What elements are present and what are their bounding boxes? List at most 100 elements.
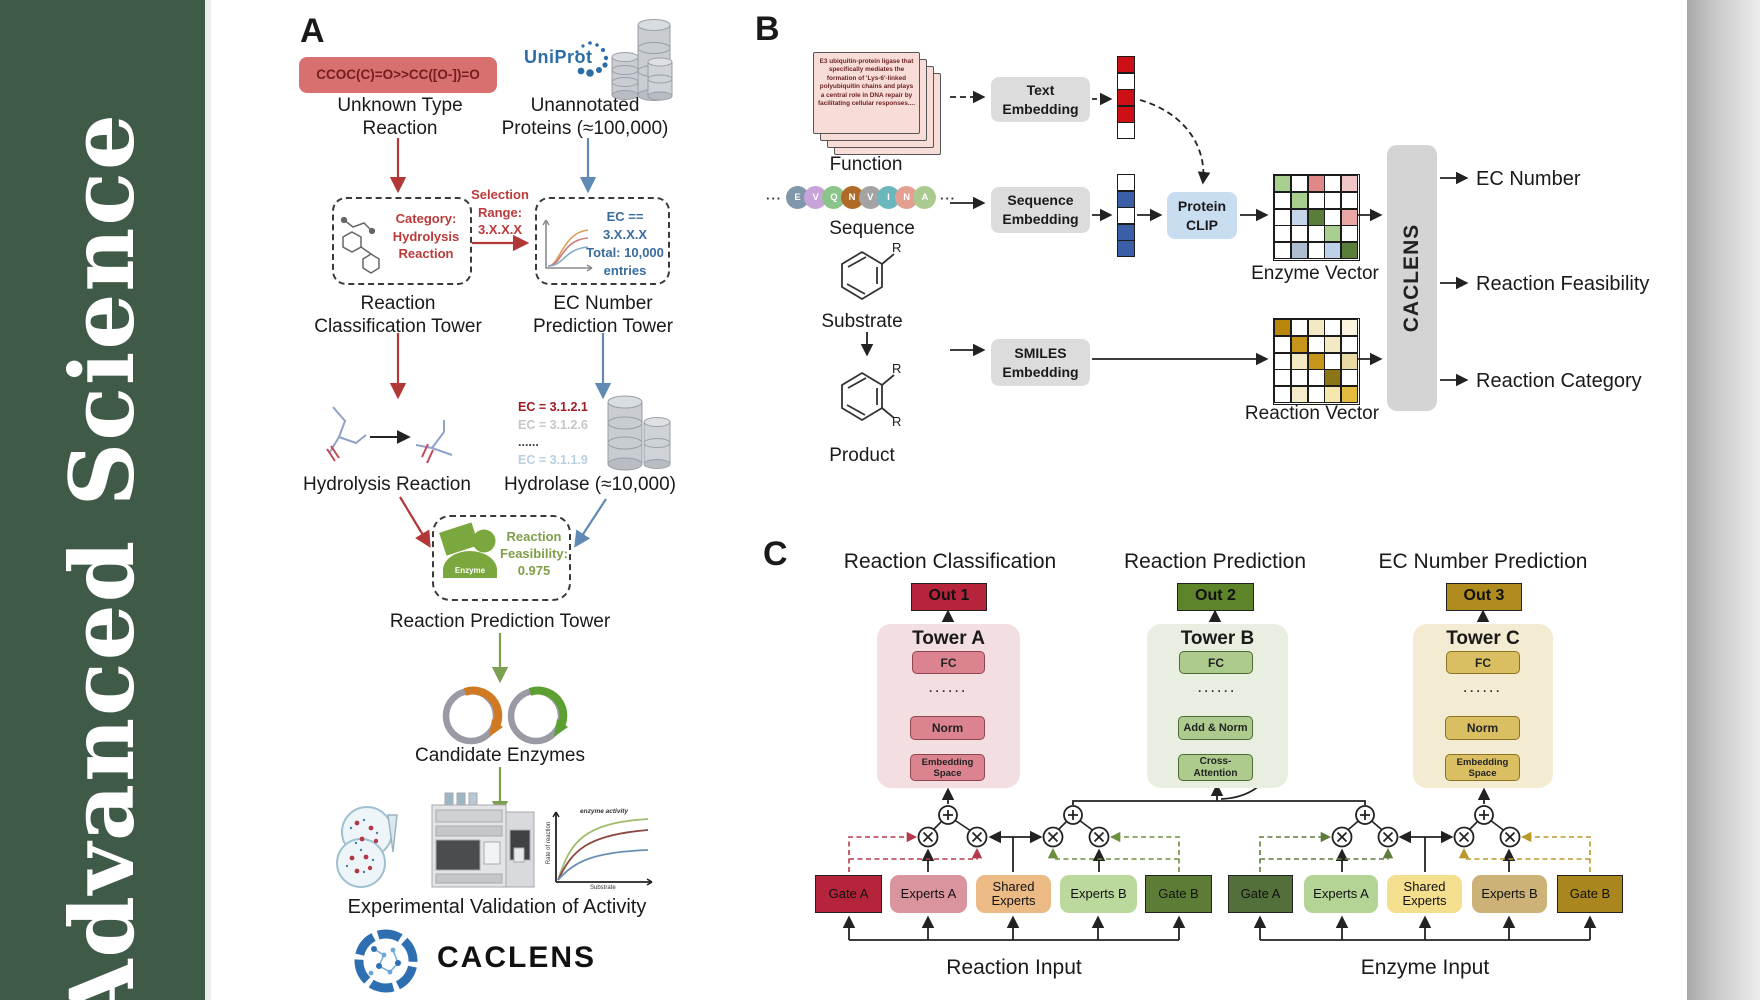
- plus-circle-icon: [938, 805, 1494, 825]
- tower-b-dots: ······: [1198, 684, 1237, 698]
- matrix-cell: [1307, 208, 1325, 226]
- tower-b-title: Tower B: [1180, 628, 1255, 649]
- plot-xlabel: Substrate: [590, 885, 616, 891]
- ec-curves-icon: [542, 219, 593, 272]
- matrix-cell: [1307, 242, 1325, 260]
- enzyme-activity-annotation: enzyme activity: [580, 808, 629, 815]
- out-2-box: Out 2: [1177, 583, 1254, 611]
- substrate-label: Substrate: [821, 311, 903, 332]
- ec-list-line: EC = 3.1.2.1: [518, 400, 588, 414]
- substrate-r-label: R: [892, 240, 902, 255]
- output-ec-number: EC Number: [1476, 168, 1581, 190]
- vector-cell: [1117, 207, 1135, 224]
- enzyme-vector-matrix: [1273, 174, 1360, 261]
- matrix-cell: [1341, 242, 1359, 260]
- product-r2-label: R: [892, 414, 902, 429]
- moe-box-experts-b: Experts B: [1060, 875, 1137, 913]
- reaction-input-label: Reaction Input: [946, 956, 1082, 979]
- petri-dish-icon: [336, 806, 398, 888]
- caclens-wordmark: CACLENS: [437, 941, 597, 974]
- matrix-cell: [1341, 175, 1359, 192]
- residue-circle: E: [786, 186, 809, 209]
- uniprot-logo: UniProt: [524, 47, 593, 67]
- matrix-cell: [1307, 191, 1325, 209]
- times-circle-icon: [917, 826, 1521, 848]
- tower-a-title: Tower A: [912, 628, 985, 649]
- vector-cell: [1117, 56, 1135, 73]
- matrix-cell: [1307, 175, 1325, 192]
- matrix-cell: [1274, 191, 1291, 209]
- panel-a-arrows: [370, 138, 612, 818]
- molecule-sketch-icon: [340, 216, 380, 274]
- matrix-cell: [1290, 191, 1308, 209]
- matrix-cell: [1324, 225, 1342, 243]
- function-description: E3 ubiquitin-protein ligase that specifi…: [818, 58, 915, 108]
- moe-box-experts-a: Experts A: [890, 875, 967, 913]
- matrix-cell: [1341, 352, 1359, 370]
- residue-circle: V: [804, 186, 828, 209]
- unknown-type-label: Unknown Type Reaction: [337, 95, 463, 139]
- ec-number-box: [535, 197, 670, 285]
- vector-cell: [1117, 174, 1135, 191]
- matrix-cell: [1341, 335, 1359, 353]
- moe-box-gate-b: Gate B: [1557, 875, 1623, 913]
- protein-clip-box: Protein CLIP: [1167, 192, 1237, 239]
- reaction-vector-matrix: [1273, 318, 1360, 405]
- panel-b-arrows: [860, 90, 1469, 387]
- moe-box-shared-experts: Shared Experts: [976, 875, 1051, 913]
- ec-list-line: EC = 3.1.2.6: [518, 417, 588, 432]
- panel-a-label: A: [300, 12, 325, 50]
- matrix-cell: [1274, 175, 1291, 192]
- matrix-cell: [1341, 319, 1359, 336]
- matrix-cell: [1341, 208, 1359, 226]
- tower-b-cross-attention: Cross- Attention: [1178, 754, 1253, 781]
- enzyme-vector-label: Enzyme Vector: [1251, 263, 1379, 284]
- smiles-reaction-box: CCOC(C)=O>>CC([O-])=O: [299, 57, 497, 93]
- matrix-cell: [1290, 335, 1308, 353]
- ester-molecule-icon: [326, 406, 367, 462]
- product-label: Product: [829, 445, 895, 466]
- plasmid-icons: [442, 686, 568, 745]
- header-ec-number-prediction: EC Number Prediction: [1378, 550, 1588, 573]
- ec-list-line: ......: [518, 435, 539, 449]
- matrix-cell: [1341, 386, 1359, 404]
- sequence-ellipsis-right: ···: [940, 191, 956, 206]
- caclens-module-label: CACLENS: [1400, 223, 1423, 333]
- output-reaction-feasibility: Reaction Feasibility: [1476, 273, 1650, 295]
- vector-cell: [1117, 72, 1135, 90]
- matrix-cell: [1290, 352, 1308, 370]
- ec-candidate-list: EC = 3.1.2.1 EC = 3.1.2.6...... EC = 3.1.1…: [518, 399, 604, 469]
- out-1-box: Out 1: [911, 583, 987, 611]
- matrix-cell: [1290, 208, 1308, 226]
- tower-a-embedding-space: Embedding Space: [910, 754, 985, 781]
- moe-box-gate-a: Gate A: [815, 875, 882, 913]
- enzyme-icon-label: Enzyme: [454, 566, 486, 575]
- moe-box-experts-b: Experts B: [1472, 875, 1547, 913]
- out-3-box: Out 3: [1446, 583, 1522, 611]
- matrix-cell: [1274, 369, 1291, 387]
- caclens-module-box: CACLENS: [1387, 145, 1437, 411]
- matrix-cell: [1324, 352, 1342, 370]
- vector-cell: [1117, 240, 1135, 257]
- product-benzene-icon: [841, 371, 895, 422]
- residue-circle: V: [858, 186, 882, 209]
- matrix-cell: [1290, 175, 1308, 192]
- reaction-vector-label: Reaction Vector: [1244, 403, 1380, 424]
- tower-c-title: Tower C: [1446, 628, 1520, 649]
- matrix-cell: [1274, 352, 1291, 370]
- matrix-cell: [1290, 386, 1308, 404]
- enzyme-input-label: Enzyme Input: [1360, 956, 1490, 979]
- vector-cell: [1117, 223, 1135, 241]
- sum-and-product-glyphs: [917, 805, 1521, 848]
- text-embedding-box: Text Embedding: [991, 77, 1090, 122]
- hydrolysis-reaction-label: Hydrolysis Reaction: [303, 474, 471, 495]
- output-reaction-category: Reaction Category: [1476, 370, 1642, 392]
- matrix-cell: [1274, 335, 1291, 353]
- matrix-cell: [1324, 335, 1342, 353]
- vector-cell: [1117, 190, 1135, 208]
- plot-ylabel: Rate of reaction: [546, 821, 552, 865]
- reaction-feasibility-box: [432, 515, 571, 601]
- candidate-enzymes-label: Candidate Enzymes: [414, 745, 586, 766]
